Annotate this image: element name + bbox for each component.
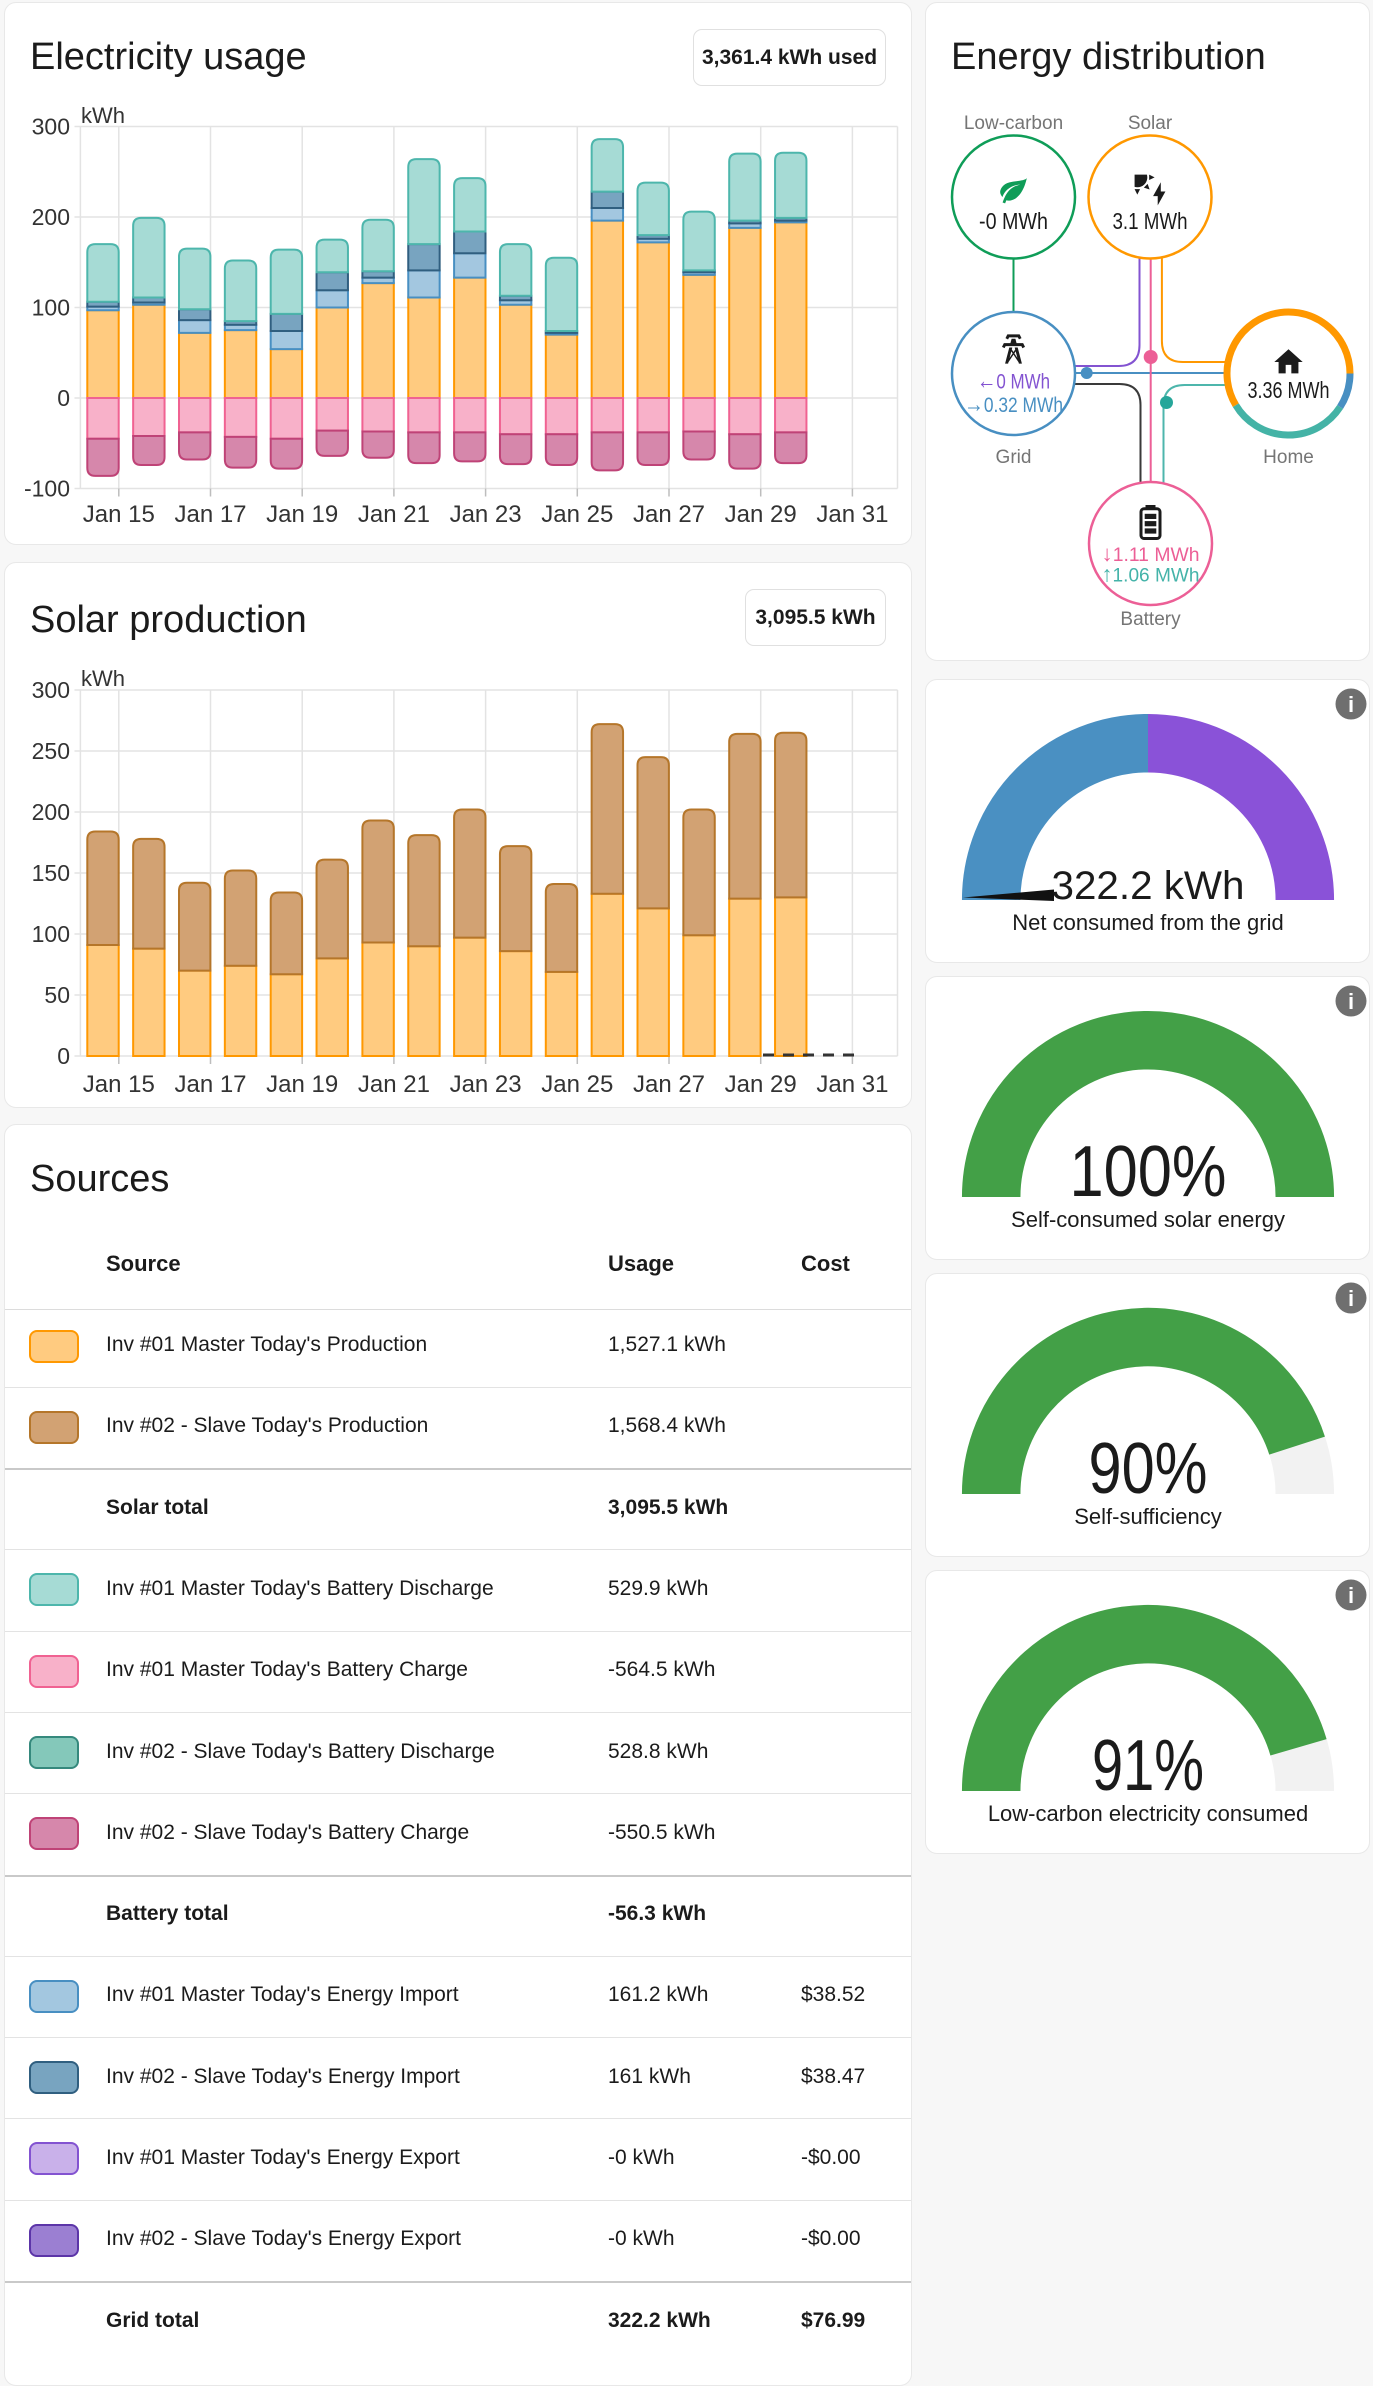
svg-text:Jan 29: Jan 29 xyxy=(725,1071,797,1098)
svg-text:Jan 29: Jan 29 xyxy=(725,501,797,528)
svg-text:→0.32 MWh: →0.32 MWh xyxy=(964,391,1063,418)
svg-text:Battery: Battery xyxy=(1120,609,1181,630)
svg-text:Jan 27: Jan 27 xyxy=(633,501,705,528)
svg-text:Jan 21: Jan 21 xyxy=(358,1071,430,1098)
svg-text:↑1.06 MWh: ↑1.06 MWh xyxy=(1102,562,1200,587)
svg-text:-100: -100 xyxy=(24,476,70,502)
svg-text:Self-consumed solar energy: Self-consumed solar energy xyxy=(1011,1207,1285,1232)
svg-text:Jan 19: Jan 19 xyxy=(266,501,338,528)
svg-text:Low-carbon: Low-carbon xyxy=(964,113,1063,134)
svg-text:i: i xyxy=(1348,1583,1354,1608)
svg-text:Home: Home xyxy=(1263,447,1314,468)
svg-text:kWh: kWh xyxy=(81,103,125,128)
svg-text:Jan 27: Jan 27 xyxy=(633,1071,705,1098)
svg-text:Grid: Grid xyxy=(996,447,1032,468)
svg-text:200: 200 xyxy=(32,204,70,230)
svg-text:←0 MWh: ←0 MWh xyxy=(977,368,1050,395)
svg-text:Jan 15: Jan 15 xyxy=(83,1071,155,1098)
svg-text:150: 150 xyxy=(32,860,70,886)
svg-text:-0 MWh: -0 MWh xyxy=(979,208,1048,234)
svg-text:250: 250 xyxy=(32,738,70,764)
svg-text:Jan 19: Jan 19 xyxy=(266,1071,338,1098)
svg-text:Self-sufficiency: Self-sufficiency xyxy=(1074,1504,1222,1529)
svg-text:300: 300 xyxy=(32,114,70,140)
svg-text:91%: 91% xyxy=(1092,1726,1204,1806)
svg-text:Jan 15: Jan 15 xyxy=(83,501,155,528)
svg-text:0: 0 xyxy=(57,385,70,411)
svg-text:Jan 17: Jan 17 xyxy=(174,501,246,528)
svg-text:100: 100 xyxy=(32,295,70,321)
svg-text:Jan 25: Jan 25 xyxy=(541,501,613,528)
svg-text:0: 0 xyxy=(57,1043,70,1069)
svg-text:Low-carbon electricity consume: Low-carbon electricity consumed xyxy=(988,1801,1308,1826)
svg-text:Jan 31: Jan 31 xyxy=(816,1071,888,1098)
svg-text:Jan 17: Jan 17 xyxy=(174,1071,246,1098)
svg-text:↓1.11 MWh: ↓1.11 MWh xyxy=(1102,541,1200,566)
svg-text:i: i xyxy=(1348,989,1354,1014)
svg-text:3.36 MWh: 3.36 MWh xyxy=(1248,377,1330,403)
svg-text:Jan 23: Jan 23 xyxy=(450,501,522,528)
svg-text:300: 300 xyxy=(32,677,70,703)
svg-text:322.2 kWh: 322.2 kWh xyxy=(1052,864,1245,908)
svg-text:Solar: Solar xyxy=(1128,113,1173,134)
svg-text:50: 50 xyxy=(44,982,70,1008)
svg-text:i: i xyxy=(1348,1286,1354,1311)
svg-text:Jan 31: Jan 31 xyxy=(816,501,888,528)
svg-text:kWh: kWh xyxy=(81,666,125,691)
svg-text:Jan 25: Jan 25 xyxy=(541,1071,613,1098)
svg-text:Net consumed from the grid: Net consumed from the grid xyxy=(1012,910,1283,935)
svg-text:Jan 23: Jan 23 xyxy=(450,1071,522,1098)
svg-text:3.1 MWh: 3.1 MWh xyxy=(1113,208,1188,234)
svg-text:200: 200 xyxy=(32,799,70,825)
svg-text:100%: 100% xyxy=(1070,1132,1227,1212)
svg-text:90%: 90% xyxy=(1089,1429,1208,1509)
svg-text:Jan 21: Jan 21 xyxy=(358,501,430,528)
svg-text:100: 100 xyxy=(32,921,70,947)
svg-text:i: i xyxy=(1348,692,1354,717)
